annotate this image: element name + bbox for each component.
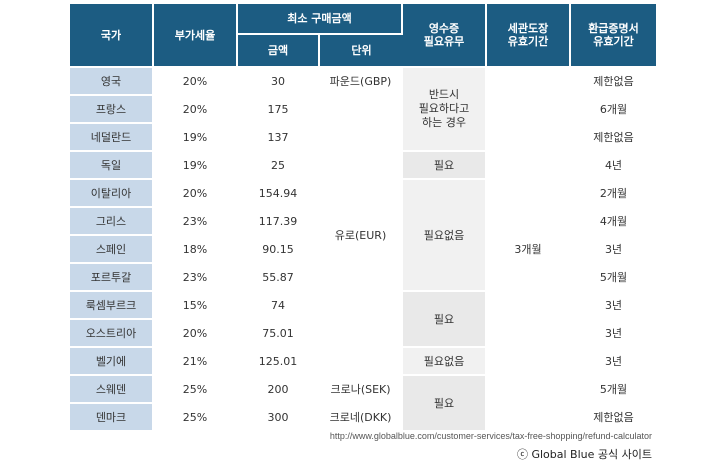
refund-cell: 3년: [571, 320, 656, 348]
vat-cell: 20%: [154, 180, 238, 208]
country-cell: 스웨덴: [70, 376, 154, 404]
table-row: 독일 19% 25 필요 4년: [70, 152, 656, 180]
vat-cell: 19%: [154, 152, 238, 180]
table-row: 벨기에 21% 125.01 필요없음 3년: [70, 348, 656, 376]
country-cell: 영국: [70, 68, 154, 96]
refund-cell: 제한없음: [571, 124, 656, 152]
amount-cell: 25: [238, 152, 320, 180]
country-cell: 덴마크: [70, 404, 154, 432]
country-cell: 오스트리아: [70, 320, 154, 348]
vat-cell: 25%: [154, 376, 238, 404]
country-cell: 독일: [70, 152, 154, 180]
country-cell: 프랑스: [70, 96, 154, 124]
unit-cell: 파운드(GBP): [320, 68, 403, 96]
refund-cell: 3년: [571, 348, 656, 376]
receipt-cell: 필요: [403, 376, 487, 432]
table-row: 스웨덴 25% 200 크로나(SEK) 필요 5개월: [70, 376, 656, 432]
amount-cell: 74: [238, 292, 320, 320]
amount-cell: 90.15: [238, 236, 320, 264]
amount-cell: 30: [238, 68, 320, 96]
vat-cell: 20%: [154, 320, 238, 348]
table-row: 오스트리아 20% 75.01 3년: [70, 320, 656, 348]
receipt-cell: 필요: [403, 152, 487, 180]
vat-cell: 20%: [154, 96, 238, 124]
vat-cell: 18%: [154, 236, 238, 264]
amount-cell: 175: [238, 96, 320, 124]
table-row: 룩셈부르크 15% 74 필요 3년: [70, 292, 656, 348]
unit-cell: 크로네(DKK): [320, 404, 403, 432]
refund-cell: 4개월: [571, 208, 656, 236]
amount-cell: 200: [238, 376, 320, 404]
country-cell: 이탈리아: [70, 180, 154, 208]
amount-cell: 300: [238, 404, 320, 432]
table-row: 포르투갈 23% 55.87 5개월: [70, 264, 656, 292]
country-cell: 네덜란드: [70, 124, 154, 152]
vat-cell: 20%: [154, 68, 238, 96]
refund-cell: 2개월: [571, 180, 656, 208]
refund-cell: 6개월: [571, 96, 656, 124]
header-min-purchase: 최소 구매금액: [238, 4, 403, 35]
table-row: 스페인 18% 90.15 3년: [70, 236, 656, 264]
refund-cell: 3년: [571, 236, 656, 264]
receipt-cell: 필요없음: [403, 348, 487, 376]
amount-cell: 137: [238, 124, 320, 152]
table-row: 그리스 23% 117.39 4개월: [70, 208, 656, 236]
vat-cell: 25%: [154, 404, 238, 432]
country-cell: 포르투갈: [70, 264, 154, 292]
receipt-cell: 반드시 필요하다고 하는 경우: [403, 68, 487, 152]
country-cell: 벨기에: [70, 348, 154, 376]
header-receipt-required: 영수증 필요유무: [403, 4, 487, 68]
source-url: http://www.globalblue.com/customer-servi…: [329, 431, 652, 441]
vat-cell: 23%: [154, 208, 238, 236]
vat-cell: 23%: [154, 264, 238, 292]
refund-cell: 제한없음: [571, 68, 656, 96]
unit-cell: 유로(EUR): [320, 96, 403, 376]
amount-cell: 125.01: [238, 348, 320, 376]
refund-cell: 5개월: [571, 376, 656, 404]
country-cell: 그리스: [70, 208, 154, 236]
unit-cell: 크로나(SEK): [320, 376, 403, 404]
header-vat-rate: 부가세율: [154, 4, 238, 68]
table-row: 프랑스 20% 175 유로(EUR) 6개월: [70, 96, 656, 376]
refund-cell: 제한없음: [571, 404, 656, 432]
header-unit: 단위: [320, 35, 403, 68]
header-country: 국가: [70, 4, 154, 68]
refund-cell: 3년: [571, 292, 656, 320]
amount-cell: 75.01: [238, 320, 320, 348]
refund-cell: 4년: [571, 152, 656, 180]
copyright-caption: ⓒ Global Blue 공식 사이트: [516, 448, 652, 461]
vat-cell: 21%: [154, 348, 238, 376]
header-refund-certificate-validity: 환급증명서 유효기간: [571, 4, 656, 68]
table-row: 덴마크 25% 300 크로네(DKK) 제한없음: [70, 404, 656, 432]
vat-cell: 15%: [154, 292, 238, 320]
table-row: 네덜란드 19% 137 제한없음: [70, 124, 656, 152]
receipt-cell: 필요: [403, 292, 487, 348]
header-amount: 금액: [238, 35, 320, 68]
table-row: 영국 20% 30 파운드(GBP) 반드시 필요하다고 하는 경우 3개월 제한없…: [70, 68, 656, 432]
customs-validity-cell: 3개월: [487, 68, 571, 432]
receipt-cell: 필요없음: [403, 180, 487, 292]
vat-cell: 19%: [154, 124, 238, 152]
amount-cell: 117.39: [238, 208, 320, 236]
amount-cell: 154.94: [238, 180, 320, 208]
country-cell: 스페인: [70, 236, 154, 264]
refund-cell: 5개월: [571, 264, 656, 292]
amount-cell: 55.87: [238, 264, 320, 292]
header-customs-stamp-validity: 세관도장 유효기간: [487, 4, 571, 68]
table-row: 이탈리아 20% 154.94 필요없음 2개월: [70, 180, 656, 292]
country-cell: 룩셈부르크: [70, 292, 154, 320]
vat-refund-table: 국가 부가세율 최소 구매금액 영수증 필요유무 세관도장 유효기간 환급증명서 유효…: [70, 4, 656, 432]
